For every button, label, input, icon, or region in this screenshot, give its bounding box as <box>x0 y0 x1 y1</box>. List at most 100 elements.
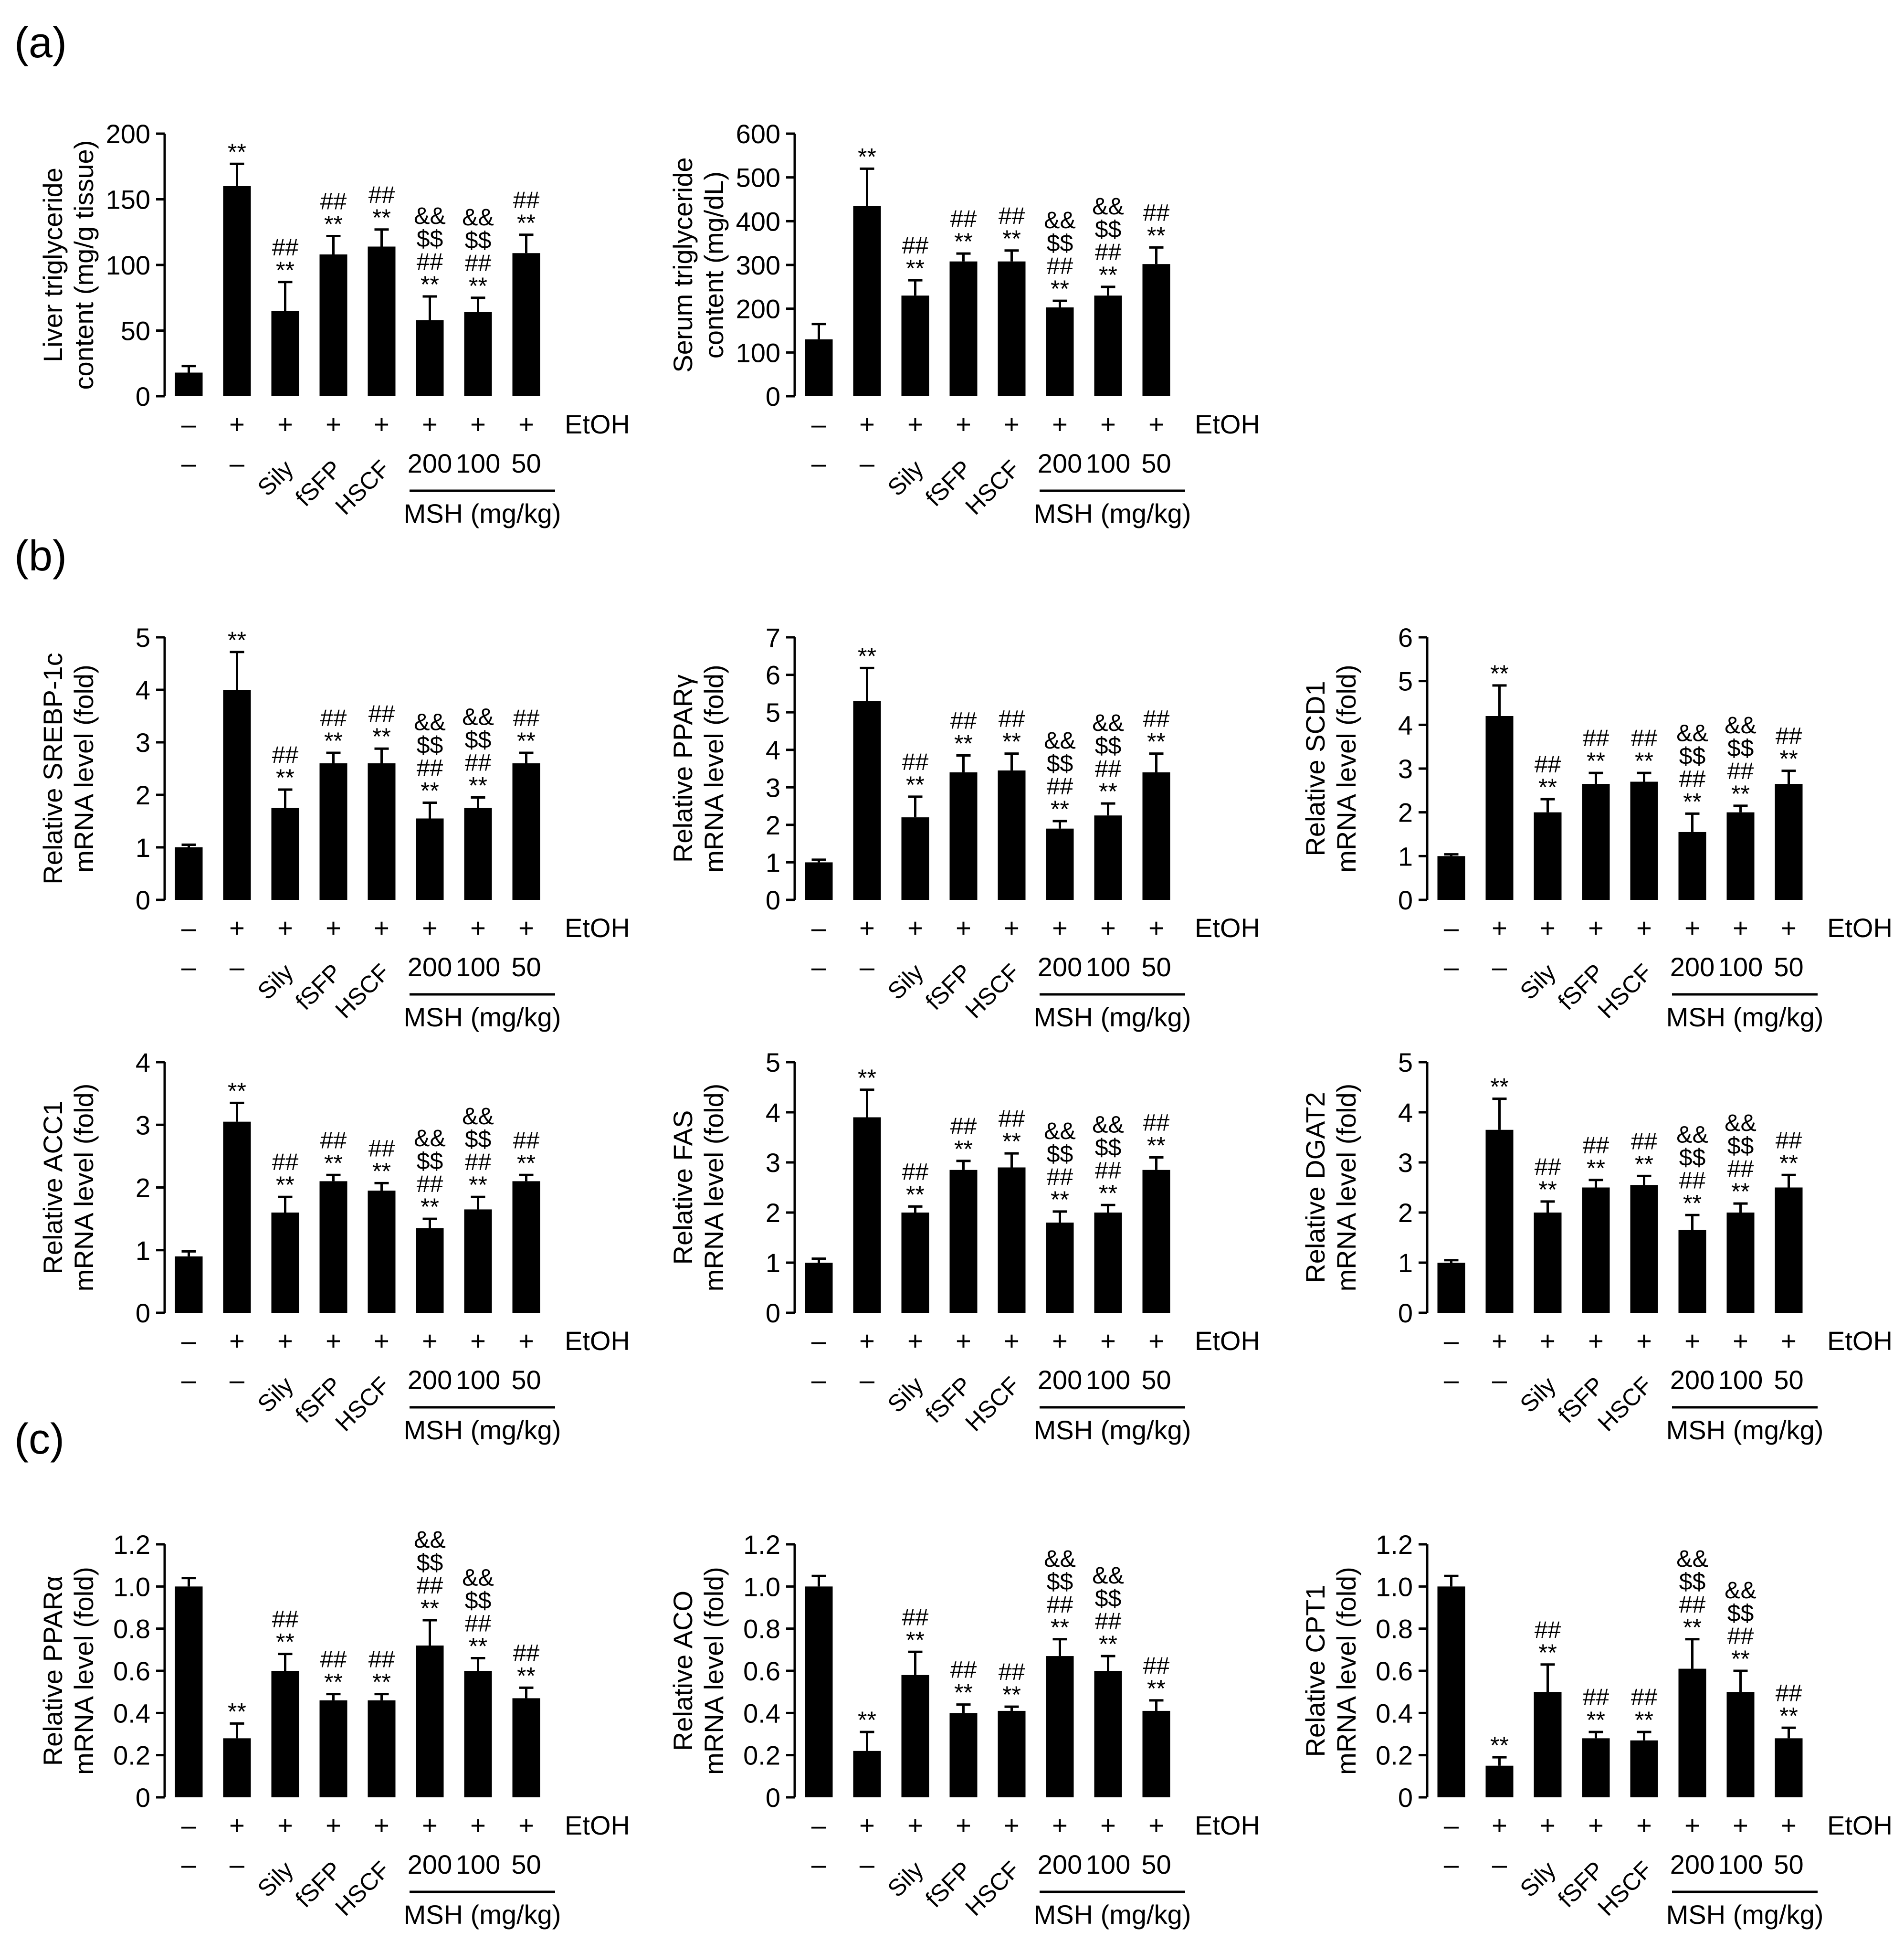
msh-label: MSH (mg/kg) <box>1034 1002 1191 1032</box>
bar <box>1485 1129 1514 1313</box>
y-tick-label: 0.6 <box>113 1656 150 1686</box>
bar <box>223 690 251 900</box>
y-tick-label: 7 <box>766 623 780 653</box>
chart-1: 0 50 100 150 200 Liver triglyceride content (m… <box>38 119 630 528</box>
significance-mark: && <box>1092 193 1124 220</box>
y-tick-label: 600 <box>736 119 780 149</box>
etoh-sign: + <box>422 1326 438 1356</box>
y-tick-label: 0 <box>136 1298 150 1328</box>
significance-mark: ## <box>513 1639 540 1666</box>
treatment-label: 200 <box>408 952 452 982</box>
treatment-label: 200 <box>1670 1849 1715 1879</box>
significance-mark: ## <box>1631 1128 1658 1154</box>
significance-mark: && <box>414 1125 446 1151</box>
bar <box>464 808 492 900</box>
significance-mark: ## <box>1047 773 1073 800</box>
etoh-sign: + <box>1004 1810 1020 1840</box>
significance-mark: ** <box>1490 1074 1509 1100</box>
treatment-label: – <box>1444 952 1459 982</box>
significance-mark: ## <box>272 234 299 261</box>
etoh-sign: + <box>907 409 923 439</box>
bar <box>416 320 444 396</box>
y-axis-label: mRNA level (fold) <box>69 1567 99 1775</box>
msh-label: MSH (mg/kg) <box>1034 498 1191 528</box>
etoh-sign: + <box>518 1326 534 1356</box>
significance-mark: ## <box>1776 1679 1802 1706</box>
significance-mark: ** <box>1002 728 1021 755</box>
etoh-sign: + <box>1100 1810 1116 1840</box>
treatment-label: – <box>811 448 827 478</box>
bar <box>1582 1738 1610 1797</box>
significance-mark: ## <box>1583 1132 1609 1159</box>
y-tick-label: 3 <box>1398 1148 1413 1178</box>
bar <box>368 246 396 396</box>
y-axis-label: Relative PPARγ <box>668 675 698 863</box>
y-tick-label: 1.0 <box>743 1572 780 1602</box>
significance-mark: ## <box>1535 1153 1561 1180</box>
etoh-sign: + <box>326 1326 341 1356</box>
significance-mark: && <box>462 1564 494 1591</box>
significance-mark: ** <box>1635 1150 1653 1177</box>
significance-mark: ## <box>950 205 977 232</box>
bar <box>998 770 1026 900</box>
y-axis-label: Relative ACO <box>668 1591 698 1751</box>
significance-mark: $$ <box>1047 1140 1073 1167</box>
y-axis-label: mRNA level (fold) <box>1331 665 1361 873</box>
y-axis-label: Relative CPT1 <box>1300 1584 1330 1757</box>
significance-mark: ** <box>276 1171 295 1198</box>
treatment-label: 100 <box>1086 1849 1130 1879</box>
chart-8: 0 1 2 3 4 5 Relative DGAT2 mRNA level (fold) ** *… <box>1300 1047 1893 1445</box>
y-tick-label: 100 <box>736 338 780 368</box>
y-tick-label: 0 <box>136 381 150 412</box>
significance-mark: && <box>1092 709 1124 736</box>
etoh-sign: + <box>422 409 438 439</box>
y-tick-label: 4 <box>1398 710 1413 740</box>
y-tick-label: 4 <box>766 735 780 765</box>
bar <box>805 862 833 900</box>
etoh-label: EtOH <box>1827 913 1893 943</box>
treatment-label: – <box>811 952 827 982</box>
etoh-sign: + <box>374 409 389 439</box>
etoh-sign: + <box>1781 1810 1797 1840</box>
y-tick-label: 0.4 <box>113 1698 150 1728</box>
significance-mark: ** <box>1731 1178 1750 1205</box>
significance-mark: ## <box>1727 1155 1754 1182</box>
significance-mark: ** <box>1051 796 1069 823</box>
y-tick-label: 0.6 <box>1376 1656 1413 1686</box>
significance-mark: ## <box>1143 199 1170 226</box>
significance-mark: && <box>414 709 446 736</box>
bar <box>1630 1185 1658 1313</box>
y-tick-label: 5 <box>1398 1047 1413 1077</box>
significance-mark: ## <box>465 250 492 276</box>
treatment-label: HSCF <box>960 1856 1025 1921</box>
treatment-label: – <box>811 1849 827 1879</box>
treatment-label: 100 <box>1086 1365 1130 1395</box>
significance-mark: && <box>1676 719 1708 746</box>
bar <box>1534 812 1562 900</box>
significance-mark: $$ <box>465 227 492 253</box>
y-tick-label: 50 <box>121 316 150 346</box>
significance-mark: && <box>462 704 494 730</box>
etoh-sign: + <box>1540 1326 1556 1356</box>
significance-mark: ## <box>513 187 540 213</box>
chart-10: 0 0.2 0.4 0.6 0.8 1.0 1.2 Relative ACO mRNA leve… <box>668 1530 1260 1930</box>
treatment-label: HSCF <box>1592 1372 1657 1436</box>
y-tick-label: 5 <box>766 697 780 728</box>
bar <box>1142 1710 1170 1797</box>
significance-mark: && <box>1725 1577 1757 1604</box>
etoh-sign: + <box>907 1810 923 1840</box>
significance-mark: ## <box>272 1606 299 1633</box>
y-tick-label: 6 <box>766 660 780 690</box>
significance-mark: ** <box>1587 1155 1605 1182</box>
significance-mark: ## <box>902 232 929 259</box>
etoh-sign: – <box>811 1810 827 1840</box>
y-tick-label: 2 <box>136 1173 150 1203</box>
y-tick-label: 6 <box>1398 623 1413 653</box>
significance-mark: ## <box>465 1610 492 1637</box>
etoh-sign: – <box>181 913 197 943</box>
significance-mark: ** <box>1635 1707 1653 1733</box>
bar <box>319 1700 347 1797</box>
y-axis-label: Relative PPARα <box>38 1576 68 1766</box>
significance-mark: && <box>1725 1109 1757 1136</box>
